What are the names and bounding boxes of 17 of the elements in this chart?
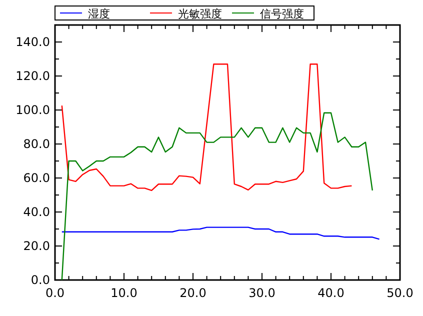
y-tick-label: 120.0 <box>16 69 50 83</box>
x-tick-label: 20.0 <box>180 286 206 300</box>
x-tick-label: 0.0 <box>45 286 65 300</box>
y-tick-label: 40.0 <box>23 205 50 219</box>
y-tick-label: 100.0 <box>16 103 50 117</box>
x-tick-label: 30.0 <box>248 286 276 300</box>
y-tick-label: 80.0 <box>23 137 50 151</box>
y-tick-label: 0.0 <box>30 273 50 287</box>
x-tick-label: 50.0 <box>386 286 414 300</box>
y-tick-label: 20.0 <box>23 239 50 253</box>
y-tick-label: 60.0 <box>23 171 50 185</box>
legend-label: 光敏强度 <box>178 8 222 20</box>
y-tick-label: 140.0 <box>16 35 50 49</box>
legend-label: 湿度 <box>88 8 110 20</box>
x-tick-label: 10.0 <box>110 286 138 300</box>
legend-label: 信号强度 <box>260 8 304 20</box>
x-tick-label: 40.0 <box>318 286 344 300</box>
